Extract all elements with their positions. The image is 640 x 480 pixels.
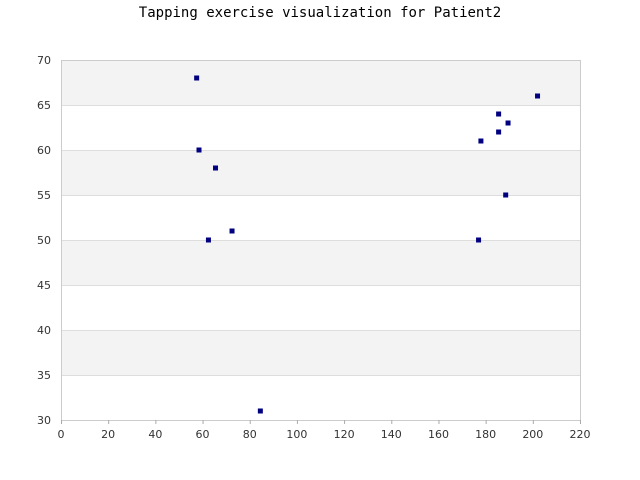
- background-band: [61, 285, 580, 330]
- x-tick-label: 200: [522, 428, 543, 441]
- y-tick-label: 50: [37, 234, 51, 247]
- x-tick-label: 220: [570, 428, 591, 441]
- data-point: [496, 111, 502, 117]
- data-point: [213, 165, 219, 171]
- data-point: [535, 93, 541, 99]
- x-tick-label: 60: [196, 428, 210, 441]
- data-point: [503, 192, 509, 198]
- x-tick-label: 140: [381, 428, 402, 441]
- y-tick-label: 65: [37, 99, 51, 112]
- x-axis-ticks: 0 20 40 60 80 100 120 140 160 180 200 220: [58, 420, 591, 441]
- y-tick-label: 35: [37, 369, 51, 382]
- data-point: [478, 138, 484, 144]
- x-tick-label: 80: [243, 428, 257, 441]
- data-point: [196, 147, 202, 153]
- chart-title: Tapping exercise visualization for Patie…: [138, 5, 502, 21]
- background-band: [61, 60, 580, 105]
- x-tick-label: 0: [58, 428, 65, 441]
- background-band: [61, 375, 580, 420]
- y-tick-label: 45: [37, 279, 51, 292]
- data-points: [194, 75, 541, 414]
- background-band: [61, 150, 580, 195]
- background-band: [61, 330, 580, 375]
- data-point: [205, 237, 211, 243]
- plot-area-frame: [61, 60, 581, 421]
- y-tick-label: 40: [37, 324, 51, 337]
- x-tick-label: 160: [428, 428, 449, 441]
- y-axis-ticks: 30 35 40 45 50 55 60 65 70: [37, 54, 51, 427]
- x-tick-label: 40: [148, 428, 162, 441]
- y-tick-label: 30: [37, 414, 51, 427]
- data-point: [229, 228, 235, 234]
- background-band: [61, 240, 580, 285]
- y-tick-label: 70: [37, 54, 51, 67]
- x-tick-label: 100: [286, 428, 307, 441]
- x-tick-label: 120: [334, 428, 355, 441]
- background-band: [61, 105, 580, 150]
- background-bands: [61, 60, 580, 420]
- data-point: [505, 120, 511, 126]
- y-tick-label: 60: [37, 144, 51, 157]
- data-point: [194, 75, 200, 81]
- x-tick-label: 180: [475, 428, 496, 441]
- data-point: [496, 129, 502, 135]
- x-tick-label: 20: [101, 428, 115, 441]
- y-tick-label: 55: [37, 189, 51, 202]
- data-point: [476, 237, 482, 243]
- data-point: [257, 408, 263, 414]
- background-band: [61, 195, 580, 240]
